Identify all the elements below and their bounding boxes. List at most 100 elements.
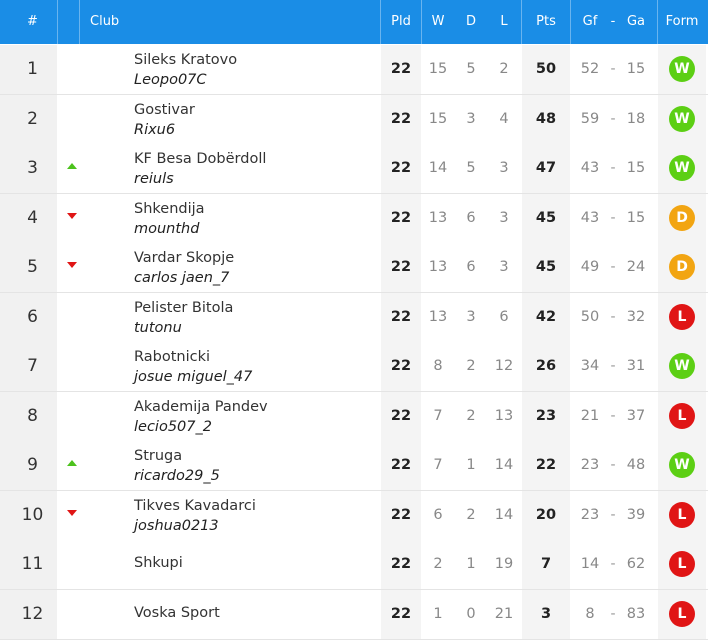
d-cell: 5 [466, 61, 476, 77]
club-name[interactable]: Akademija Pandev [134, 399, 268, 415]
row-edge [0, 441, 8, 490]
table-row[interactable]: 6 Pelister Bitola tutonu 22 13 3 6 42 50 32- L [0, 293, 708, 343]
manager-username[interactable]: lecio507_2 [134, 419, 212, 435]
d-cell: 3 [466, 309, 476, 325]
gf-cell: 34 [580, 358, 600, 374]
manager-username[interactable]: joshua0213 [134, 518, 219, 534]
l-cell: 3 [499, 259, 509, 275]
club-name[interactable]: KF Besa Dobërdoll [134, 151, 267, 167]
l-cell: 21 [494, 606, 514, 622]
rank-cell: 10 [8, 491, 57, 540]
column-shade [522, 540, 570, 589]
header-ga[interactable]: Ga [626, 14, 646, 29]
row-edge [0, 342, 8, 391]
form-badge: L [669, 601, 695, 627]
header-pld[interactable]: Pld [391, 14, 411, 29]
row-edge [0, 243, 8, 292]
w-cell: 13 [428, 210, 448, 226]
l-cell: 2 [499, 61, 509, 77]
club-name[interactable]: Gostivar [134, 102, 195, 118]
gf-cell: 43 [580, 160, 600, 176]
l-cell: 14 [494, 507, 514, 523]
header-divider [657, 0, 658, 44]
manager-username[interactable]: ricardo29_5 [134, 468, 220, 484]
table-row[interactable]: 10 Tikves Kavadarci joshua0213 22 6 2 14 20 23 39… [0, 491, 708, 541]
club-name[interactable]: Rabotnicki [134, 349, 211, 365]
club-name[interactable]: Pelister Bitola [134, 300, 234, 316]
header-l[interactable]: L [500, 14, 508, 29]
column-shade [522, 45, 570, 94]
header-rank[interactable]: # [27, 14, 38, 29]
manager-username[interactable]: Leopo07C [134, 72, 207, 88]
club-name[interactable]: Voska Sport [134, 605, 220, 621]
form-badge: L [669, 304, 695, 330]
manager-username[interactable]: Rixu6 [134, 122, 176, 138]
column-shade [522, 491, 570, 540]
row-edge [0, 95, 8, 144]
table-row[interactable]: 5 Vardar Skopje carlos jaen_7 22 13 6 3 45 49 24-… [0, 243, 708, 293]
manager-username[interactable]: reiuls [134, 171, 174, 187]
table-row[interactable]: 4 Shkendija mounthd 22 13 6 3 45 43 15- D [0, 194, 708, 244]
column-shade [522, 194, 570, 243]
column-shade [381, 293, 421, 342]
w-cell: 6 [433, 507, 443, 523]
column-shade [381, 194, 421, 243]
table-row[interactable]: 11 Shkupi 22 2 1 19 7 14 62- L [0, 540, 708, 590]
manager-username[interactable]: carlos jaen_7 [134, 270, 230, 286]
table-row[interactable]: 3 KF Besa Dobërdoll reiuls 22 14 5 3 47 43 15- W [0, 144, 708, 194]
rank-cell: 8 [8, 392, 57, 441]
ga-cell: 15 [626, 61, 646, 77]
ga-cell: 32 [626, 309, 646, 325]
manager-username[interactable]: mounthd [134, 221, 200, 237]
club-name[interactable]: Tikves Kavadarci [134, 498, 256, 514]
club-name[interactable]: Vardar Skopje [134, 250, 235, 266]
club-name[interactable]: Shkupi [134, 555, 183, 571]
header-form[interactable]: Form [665, 14, 699, 29]
form-badge: W [669, 155, 695, 181]
goal-separator: - [610, 160, 616, 176]
header-club[interactable]: Club [90, 14, 120, 29]
goal-separator: - [610, 408, 616, 424]
pts-cell: 50 [535, 61, 557, 77]
column-shade [522, 95, 570, 144]
rank-cell: 6 [8, 293, 57, 342]
pld-cell: 22 [390, 61, 412, 77]
column-shade [522, 441, 570, 490]
l-cell: 3 [499, 210, 509, 226]
manager-username[interactable]: josue miguel_47 [134, 369, 253, 385]
table-row[interactable]: 9 Struga ricardo29_5 22 7 1 14 22 23 48- W [0, 441, 708, 491]
position-up-arrow-icon [67, 460, 77, 466]
table-row[interactable]: 7 Rabotnicki josue miguel_47 22 8 2 12 26 34 31- W [0, 342, 708, 392]
club-name[interactable]: Sileks Kratovo [134, 52, 238, 68]
gf-cell: 8 [585, 606, 595, 622]
d-cell: 3 [466, 111, 476, 127]
manager-username[interactable]: tutonu [134, 320, 182, 336]
d-cell: 2 [466, 507, 476, 523]
row-edge [0, 540, 8, 589]
header-d[interactable]: D [465, 14, 476, 29]
column-shade [522, 342, 570, 391]
form-badge: D [669, 205, 695, 231]
l-cell: 14 [494, 457, 514, 473]
club-name[interactable]: Struga [134, 448, 183, 464]
pts-cell: 45 [535, 259, 557, 275]
d-cell: 6 [466, 259, 476, 275]
table-row[interactable]: 2 Gostivar Rixu6 22 15 3 4 48 59 18- W [0, 95, 708, 145]
row-edge [0, 590, 8, 639]
row-edge [0, 144, 8, 193]
table-row[interactable]: 1 Sileks Kratovo Leopo07C 22 15 5 2 50 52 15- W [0, 45, 708, 95]
ga-cell: 83 [626, 606, 646, 622]
w-cell: 8 [433, 358, 443, 374]
table-header: # Club Pld W D L Pts Gf - Ga Form [0, 0, 708, 44]
header-divider [57, 0, 58, 44]
header-w[interactable]: W [431, 14, 445, 29]
club-name[interactable]: Shkendija [134, 201, 205, 217]
header-pts[interactable]: Pts [536, 14, 556, 29]
table-row[interactable]: 8 Akademija Pandev lecio507_2 22 7 2 13 23 21 37-… [0, 392, 708, 442]
table-row[interactable]: 12 Voska Sport 22 1 0 21 3 8 83- L [0, 590, 708, 640]
header-gf[interactable]: Gf [582, 14, 598, 29]
column-shade [381, 243, 421, 292]
ga-cell: 39 [626, 507, 646, 523]
row-edge [0, 293, 8, 342]
